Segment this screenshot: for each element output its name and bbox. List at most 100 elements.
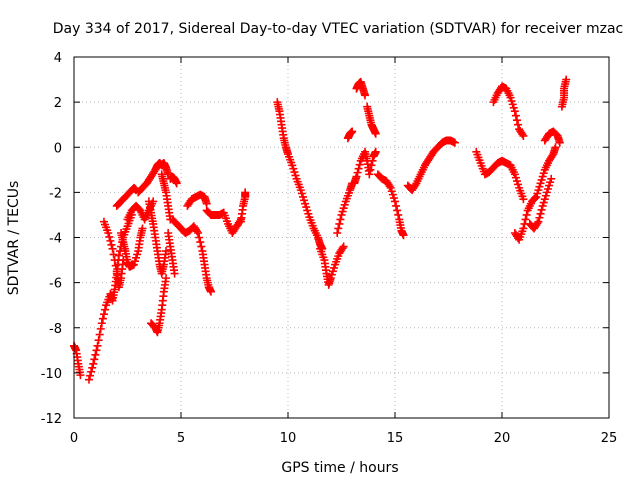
data-point	[93, 341, 102, 350]
data-point	[521, 215, 530, 224]
data-point	[333, 228, 342, 237]
chart-title: Day 334 of 2017, Sidereal Day-to-day VTE…	[53, 21, 623, 37]
data-point	[86, 371, 95, 380]
axis-ticks	[73, 56, 610, 419]
data-point	[531, 194, 540, 203]
data-point	[91, 350, 100, 359]
data-point	[518, 130, 527, 139]
data-point	[172, 179, 181, 188]
x-tick-labels: 0 5 10 15 20 25	[70, 431, 617, 446]
data-point	[391, 197, 399, 206]
data-point	[94, 336, 103, 345]
data-point	[536, 209, 545, 218]
x-tick-label: 5	[177, 431, 185, 446]
data-point	[555, 138, 564, 147]
data-point	[385, 182, 394, 191]
data-point	[197, 242, 206, 251]
x-tick-label: 25	[601, 431, 618, 446]
data-point	[522, 210, 531, 219]
data-point	[104, 228, 113, 237]
y-tick-label: -2	[49, 186, 62, 201]
y-tick-label: 4	[54, 51, 62, 66]
x-tick-label: 0	[70, 431, 78, 446]
y-axis-title: SDTVAR / TECUs	[6, 181, 22, 296]
data-point	[195, 233, 204, 242]
data-point	[511, 111, 520, 120]
x-tick-label: 15	[387, 431, 404, 446]
y-tick-label: -6	[49, 277, 62, 292]
data-point	[99, 310, 108, 319]
data-point	[89, 359, 98, 368]
data-point	[111, 261, 120, 270]
data-point	[392, 201, 401, 210]
data-point	[394, 210, 403, 219]
data-point	[519, 195, 528, 204]
data-point	[367, 161, 376, 170]
data-point	[355, 160, 364, 169]
data-points	[70, 75, 571, 384]
data-point	[138, 224, 147, 233]
data-point	[95, 330, 104, 339]
data-point	[535, 213, 544, 222]
data-point	[366, 165, 375, 174]
data-point	[335, 219, 344, 228]
data-point	[170, 269, 179, 278]
data-point	[354, 164, 363, 173]
data-point	[108, 244, 117, 253]
data-point	[450, 138, 459, 147]
data-point	[353, 168, 362, 177]
data-point	[533, 219, 542, 228]
data-point	[519, 131, 528, 140]
data-point	[352, 172, 361, 181]
data-point	[96, 324, 105, 333]
data-point	[399, 231, 408, 240]
data-point	[162, 274, 171, 283]
data-point	[196, 238, 205, 247]
data-point	[114, 251, 123, 260]
data-point	[547, 174, 556, 183]
y-tick-label: 2	[54, 96, 62, 111]
data-point	[109, 250, 118, 259]
data-point	[348, 127, 357, 136]
data-point	[361, 91, 370, 100]
data-point	[334, 224, 343, 233]
data-point	[534, 217, 543, 226]
data-point	[393, 206, 402, 215]
data-point	[90, 355, 99, 364]
data-point	[368, 156, 377, 165]
data-point	[162, 247, 171, 256]
data-point	[537, 205, 546, 214]
data-point	[98, 314, 107, 323]
data-point	[101, 305, 110, 314]
data-point	[87, 367, 96, 376]
data-point	[371, 129, 380, 138]
data-point	[97, 319, 106, 328]
data-point	[514, 120, 523, 129]
data-point	[371, 147, 380, 156]
data-point	[551, 143, 560, 152]
data-point	[194, 228, 203, 237]
y-tick-labels: -12 -10 -8 -6 -4 -2 0 2 4	[41, 51, 62, 427]
data-point	[106, 236, 115, 245]
data-point	[84, 375, 93, 384]
y-tick-label: -8	[49, 322, 62, 337]
data-point	[512, 116, 521, 125]
data-point	[105, 232, 114, 241]
data-point	[202, 199, 211, 208]
x-axis-title: GPS time / hours	[281, 460, 398, 476]
data-point	[519, 224, 528, 233]
data-point	[365, 170, 374, 179]
data-point	[336, 215, 345, 224]
data-point	[338, 244, 347, 253]
y-tick-label: -10	[41, 367, 62, 382]
data-point	[107, 240, 116, 249]
y-tick-label: -12	[41, 412, 62, 427]
grid	[74, 57, 609, 418]
data-point	[193, 227, 202, 236]
x-tick-label: 10	[280, 431, 297, 446]
x-tick-label: 20	[494, 431, 511, 446]
data-point	[206, 287, 215, 296]
data-point	[76, 371, 85, 380]
y-tick-label: 0	[54, 141, 62, 156]
